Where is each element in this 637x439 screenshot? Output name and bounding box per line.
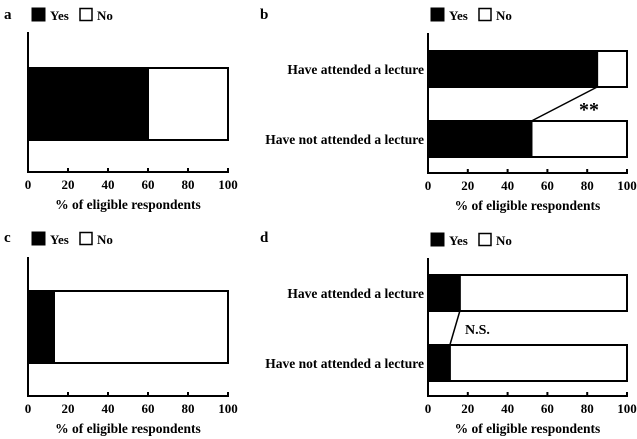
x-tick-label: 80 <box>581 178 594 193</box>
panel-letter: d <box>260 230 269 246</box>
x-tick-label: 100 <box>218 401 238 416</box>
legend: Yes No <box>31 7 113 23</box>
x-tick-label: 20 <box>461 178 474 193</box>
bar-yes <box>427 274 461 312</box>
legend-label-yes: Yes <box>50 232 69 247</box>
legend-label-no: No <box>496 8 512 23</box>
legend-swatch-yes <box>430 232 445 247</box>
legend-swatch-no <box>478 232 492 247</box>
legend-swatch-no <box>79 231 93 246</box>
category-label: Have not attended a lecture <box>265 132 424 147</box>
legend-label-no: No <box>97 232 113 247</box>
x-tick-label: 40 <box>102 177 115 192</box>
legend-label-yes: Yes <box>449 233 468 248</box>
x-axis-label: % of eligible respondents <box>455 421 601 436</box>
x-tick-label: 40 <box>102 401 115 416</box>
legend-swatch-yes <box>31 7 46 22</box>
panel-a: a Yes No 0 20 40 60 80 100 % of eligible responde… <box>4 7 238 212</box>
x-tick-label: 100 <box>617 178 637 193</box>
x-tick-label: 60 <box>541 401 554 416</box>
legend: Yes No <box>430 7 512 23</box>
x-tick-label: 80 <box>182 177 195 192</box>
x-tick-label: 20 <box>62 177 75 192</box>
panel-letter: a <box>4 7 12 23</box>
legend-swatch-yes <box>31 231 46 246</box>
legend: Yes No <box>31 231 113 247</box>
bar-yes <box>27 290 55 364</box>
legend-swatch-no <box>478 7 492 22</box>
bar-no <box>427 274 628 312</box>
bar-yes <box>427 50 599 88</box>
bar-yes <box>427 120 533 158</box>
legend: Yes No <box>430 232 512 248</box>
x-axis-label: % of eligible respondents <box>55 421 201 436</box>
legend-swatch-no <box>79 7 93 22</box>
x-tick-label: 0 <box>425 401 432 416</box>
x-tick-label: 0 <box>425 178 432 193</box>
panel-b: b Yes No 0 20 40 60 80 100 % of eligible responde… <box>260 7 637 213</box>
category-label: Have attended a lecture <box>287 62 424 77</box>
panel-letter: c <box>4 230 11 246</box>
x-tick-label: 60 <box>541 178 554 193</box>
panel-letter: b <box>260 7 268 23</box>
panel-c: c Yes No 0 20 40 60 80 100 % of eligible responde… <box>4 230 238 436</box>
legend-swatch-yes <box>430 7 445 22</box>
x-tick-label: 80 <box>581 401 594 416</box>
x-tick-label: 60 <box>142 177 155 192</box>
category-label: Have attended a lecture <box>287 286 424 301</box>
x-tick-label: 40 <box>501 178 514 193</box>
x-tick-label: 20 <box>62 401 75 416</box>
x-tick-label: 100 <box>218 177 238 192</box>
legend-label-yes: Yes <box>50 8 69 23</box>
x-tick-label: 60 <box>142 401 155 416</box>
bar-no <box>27 290 229 364</box>
x-tick-label: 0 <box>25 177 32 192</box>
bar-yes <box>27 67 149 141</box>
category-label: Have not attended a lecture <box>265 356 424 371</box>
bar-group <box>27 67 229 141</box>
bar-group: Have attended a lecture <box>287 274 628 312</box>
legend-label-no: No <box>97 8 113 23</box>
bar-group <box>27 290 229 364</box>
legend-label-yes: Yes <box>449 8 468 23</box>
bar-group: Have not attended a lecture <box>265 344 628 382</box>
comparison-line <box>531 86 598 122</box>
bar-group: Have attended a lecture <box>287 50 628 88</box>
bar-yes <box>427 344 451 382</box>
significance-label: N.S. <box>465 323 490 338</box>
bar-no <box>427 344 628 382</box>
x-tick-label: 20 <box>461 401 474 416</box>
x-tick-label: 100 <box>617 401 637 416</box>
panel-d: d Yes No 0 20 40 60 80 100 % of eligible responde… <box>260 230 637 436</box>
x-axis-label: % of eligible respondents <box>455 198 601 213</box>
legend-label-no: No <box>496 233 512 248</box>
x-tick-label: 40 <box>501 401 514 416</box>
comparison-line <box>449 310 461 346</box>
x-tick-label: 0 <box>25 401 32 416</box>
bar-group: Have not attended a lecture <box>265 120 628 158</box>
x-tick-label: 80 <box>182 401 195 416</box>
x-axis-label: % of eligible respondents <box>55 197 201 212</box>
significance-label: ** <box>579 99 599 121</box>
